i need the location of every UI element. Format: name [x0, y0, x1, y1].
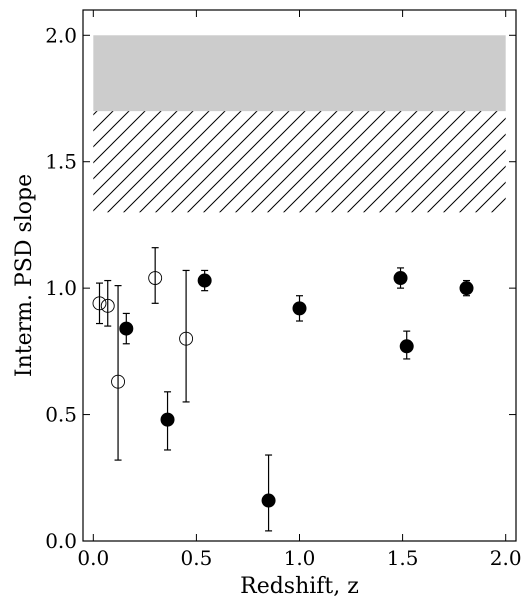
data-point-filled: [292, 295, 307, 322]
y-tick-label: 1.0: [45, 276, 77, 300]
data-point-filled: [197, 269, 212, 292]
plot-area: [92, 35, 506, 532]
data-point-filled: [393, 267, 408, 289]
x-tick-label: 0.5: [180, 546, 212, 570]
x-tick-label: 0.0: [77, 546, 109, 570]
data-point-open: [148, 247, 163, 304]
data-point-filled: [261, 454, 276, 532]
data-point-filled: [459, 279, 474, 297]
data-point-open: [92, 282, 107, 325]
marker-filled: [393, 271, 408, 286]
y-tick-label: 2.0: [45, 23, 77, 47]
marker-filled: [160, 412, 175, 427]
data-point-open: [100, 279, 115, 327]
marker-filled: [119, 321, 134, 336]
plot-frame: [82, 9, 517, 542]
marker-filled: [399, 339, 414, 354]
marker-open: [179, 331, 194, 346]
x-axis-label: Redshift, z: [240, 574, 359, 599]
marker-filled: [197, 273, 212, 288]
marker-open: [100, 298, 115, 313]
marker-open: [92, 296, 107, 311]
x-tick-label: 1.0: [284, 546, 316, 570]
hatched-region: [93, 111, 506, 213]
y-tick-label: 0.5: [45, 403, 77, 427]
shaded-band: [93, 35, 506, 112]
y-axis-label: Interm. PSD slope: [12, 174, 37, 377]
y-tick-label: 0.0: [45, 529, 77, 553]
y-tick-label: 1.5: [45, 150, 77, 174]
x-tick-label: 1.5: [387, 546, 419, 570]
marker-filled: [261, 493, 276, 508]
data-point-filled: [160, 391, 175, 451]
x-tick-label: 2.0: [490, 546, 522, 570]
data-points: [92, 247, 474, 532]
marker-open: [111, 374, 126, 389]
data-point-filled: [119, 312, 134, 345]
data-point-open: [179, 269, 194, 403]
tick-labels: 0.0 0.5 1.0 1.5 2.0 0.0 0.5 1.0 1.5 2.0: [45, 23, 521, 570]
marker-filled: [459, 281, 474, 296]
data-point-open: [111, 285, 126, 461]
marker-filled: [292, 301, 307, 316]
data-point-filled: [399, 330, 414, 360]
marker-open: [148, 271, 163, 285]
